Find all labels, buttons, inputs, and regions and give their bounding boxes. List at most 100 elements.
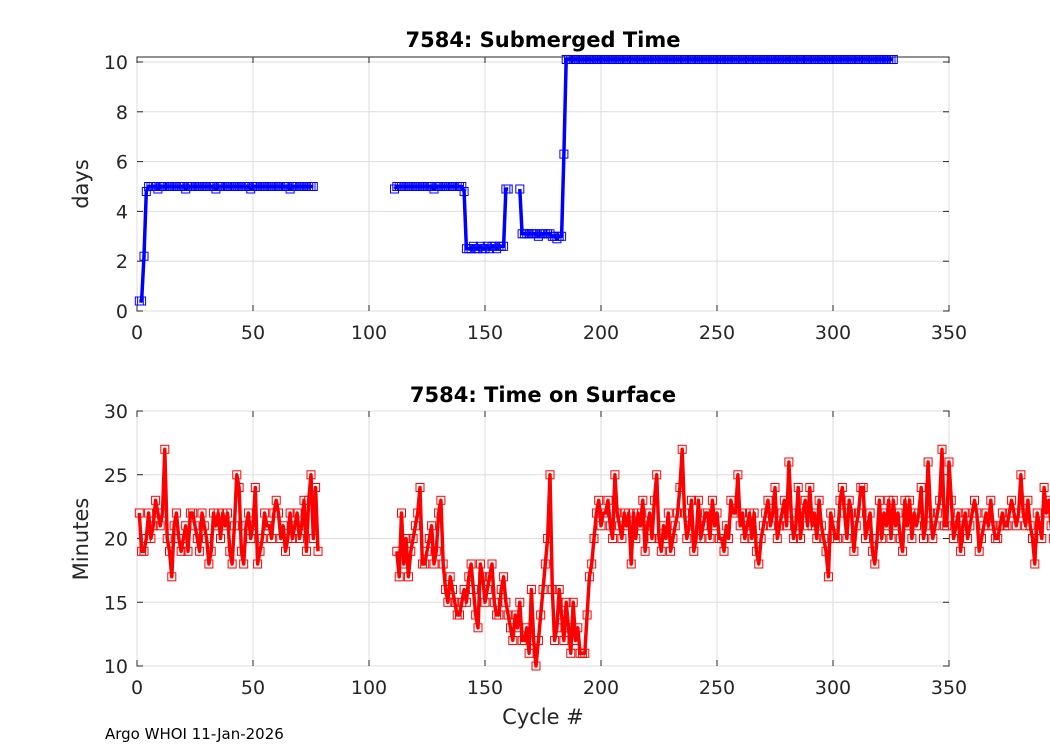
data-point [480, 597, 490, 607]
data-point [865, 508, 875, 518]
data-point [250, 483, 260, 492]
data-point [482, 585, 492, 594]
data-point [1014, 508, 1024, 518]
x-tick-label: 50 [241, 322, 265, 344]
data-point [654, 534, 664, 543]
data-point [151, 495, 161, 505]
data-point [297, 521, 307, 531]
data-point [735, 521, 745, 531]
data-point [137, 296, 147, 306]
surface-time-panel: 0 50 100 150 200 250 300 350 10 15 20 25 30 7584: Ti… [69, 383, 1050, 729]
data-point [867, 546, 877, 556]
data-point [524, 648, 534, 658]
data-point [155, 521, 165, 531]
data-point [828, 521, 838, 531]
data-point [635, 521, 645, 531]
y-tick-label: 4 [116, 201, 128, 223]
data-point [281, 546, 290, 556]
data-point [408, 534, 418, 543]
data-point [211, 184, 221, 194]
data-point [626, 559, 636, 569]
data-point [459, 187, 469, 196]
data-point [638, 495, 648, 505]
data-point [420, 559, 430, 569]
data-point [283, 534, 293, 543]
data-point [854, 508, 863, 518]
data-point [772, 534, 782, 543]
data-point [849, 546, 859, 556]
data-point [689, 546, 699, 556]
data-point [1032, 508, 1042, 518]
data-point [668, 534, 678, 543]
data-point [861, 534, 870, 543]
data-point [1011, 521, 1021, 531]
data-point [473, 623, 483, 633]
data-point [540, 559, 550, 569]
data-point [276, 534, 286, 543]
data-point [738, 508, 747, 518]
data-point [596, 521, 606, 531]
data-point [255, 546, 265, 556]
x-tick-label: 300 [815, 677, 851, 699]
data-point [956, 546, 966, 556]
data-point [666, 546, 676, 556]
y-tick-label: 6 [116, 152, 128, 174]
data-point [510, 610, 520, 620]
data-point [647, 534, 657, 543]
data-point [779, 495, 789, 505]
data-point [264, 521, 274, 531]
x-tick-label: 100 [351, 677, 387, 699]
data-point [893, 508, 903, 518]
data-point [687, 495, 696, 505]
data-point [724, 534, 734, 543]
data-point [559, 149, 569, 159]
data-point [202, 534, 212, 543]
data-point [468, 241, 478, 251]
data-point [457, 597, 467, 607]
data-point [1021, 521, 1031, 531]
data-point [197, 508, 207, 518]
data-point [814, 495, 824, 505]
y-tick-label: 10 [104, 656, 128, 678]
data-point [503, 184, 513, 194]
data-point [506, 623, 515, 633]
data-point [919, 534, 928, 543]
data-point [146, 534, 156, 543]
data-point [448, 585, 457, 594]
data-point [582, 610, 592, 620]
data-point [445, 572, 455, 582]
surface-time-xlabel: Cycle # [502, 705, 584, 729]
data-point [429, 184, 439, 194]
data-point [248, 521, 258, 531]
data-point [923, 457, 933, 467]
data-point [499, 241, 509, 251]
data-point [473, 244, 483, 254]
data-point [649, 495, 659, 505]
data-point [884, 495, 894, 505]
data-point [895, 534, 905, 543]
data-point [246, 534, 256, 543]
data-point [223, 508, 232, 518]
data-point [733, 470, 743, 480]
data-point [1037, 534, 1047, 543]
data-point [557, 610, 567, 620]
data-point [837, 483, 847, 492]
data-point [615, 521, 625, 531]
data-point [225, 546, 235, 556]
data-point [199, 521, 209, 531]
data-point [803, 521, 812, 531]
x-tick-label: 50 [241, 677, 265, 699]
data-point [165, 546, 174, 556]
data-point [782, 521, 792, 531]
data-point [916, 483, 926, 492]
data-point [489, 241, 499, 251]
data-point [1030, 559, 1040, 569]
surface-time-ticks: 0 50 100 150 200 250 300 350 10 15 20 25 30 [104, 401, 967, 699]
data-point [751, 546, 761, 556]
data-point [204, 559, 214, 569]
data-point [482, 241, 492, 251]
data-point [424, 534, 434, 543]
data-point [833, 534, 843, 543]
data-point [877, 534, 887, 543]
